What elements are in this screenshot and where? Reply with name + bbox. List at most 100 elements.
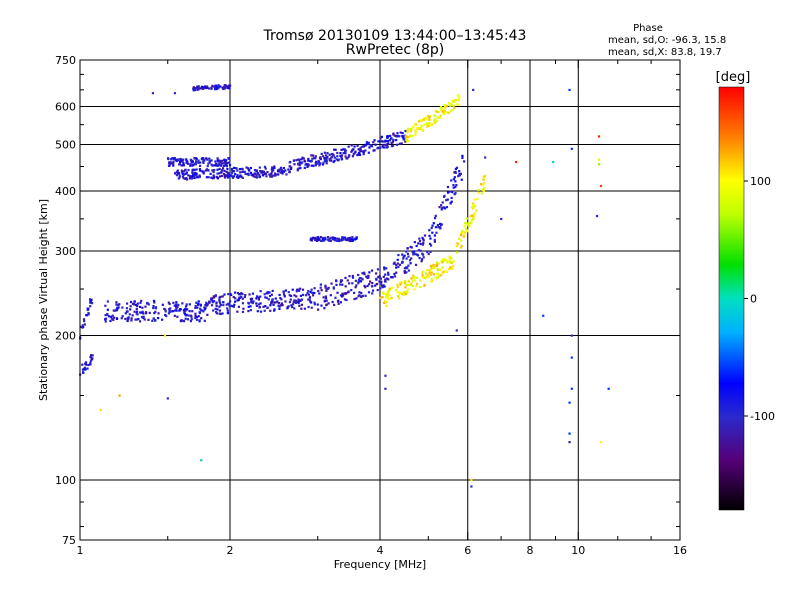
echo-point <box>363 271 366 274</box>
echo-point <box>226 161 229 165</box>
echo-point <box>339 294 343 297</box>
echo-point <box>323 307 326 310</box>
echo-point <box>398 135 401 138</box>
echo-point <box>484 156 487 159</box>
echo-point <box>204 303 207 307</box>
echo-point <box>199 309 202 312</box>
echo-point <box>429 244 433 247</box>
echo-point <box>245 166 248 169</box>
echo-point <box>109 319 112 323</box>
echo-point <box>325 303 328 306</box>
echo-point <box>294 301 297 304</box>
echo-point <box>241 176 244 180</box>
echo-point <box>351 276 355 279</box>
echo-point <box>115 301 118 304</box>
echo-point <box>410 257 413 260</box>
echo-point <box>384 143 387 146</box>
echo-point <box>332 237 335 241</box>
echo-point <box>227 302 230 305</box>
echo-point <box>385 144 389 147</box>
echo-point <box>271 166 274 169</box>
echo-point <box>210 176 213 179</box>
echo-point <box>249 305 252 308</box>
echo-point <box>362 144 366 148</box>
echo-point <box>135 307 138 311</box>
echo-point <box>205 157 208 160</box>
echo-point <box>340 279 344 282</box>
echo-point <box>256 295 259 298</box>
echo-point <box>332 287 335 290</box>
echo-point <box>226 167 229 171</box>
echo-point <box>218 172 221 175</box>
echo-point <box>460 244 463 248</box>
echo-point <box>432 265 435 268</box>
echo-point <box>407 255 410 258</box>
echo-point <box>351 238 354 241</box>
echo-point <box>410 282 413 286</box>
echo-point <box>104 304 107 307</box>
echo-point <box>385 139 388 143</box>
echo-point <box>106 300 109 303</box>
echo-point <box>219 161 222 164</box>
echo-point <box>204 169 208 172</box>
echo-point <box>395 271 398 274</box>
echo-point <box>435 231 438 234</box>
echo-point <box>427 124 430 127</box>
echo-point <box>384 278 387 281</box>
echo-point <box>351 149 354 152</box>
echo-point <box>458 170 461 173</box>
echo-point <box>173 92 177 95</box>
echo-point <box>110 317 113 320</box>
echo-point <box>268 291 271 294</box>
echo-point <box>433 240 437 243</box>
echo-point <box>470 219 473 222</box>
echo-point <box>597 158 601 161</box>
echo-point <box>431 279 434 282</box>
echo-point <box>380 135 383 138</box>
echo-point <box>312 154 315 157</box>
echo-point <box>361 278 364 281</box>
echo-point <box>247 168 251 172</box>
echo-point <box>131 314 134 317</box>
echo-point <box>185 158 188 161</box>
echo-point <box>230 293 233 296</box>
echo-point <box>307 157 310 161</box>
echo-point <box>327 302 330 305</box>
echo-point <box>184 317 187 320</box>
echo-point <box>409 130 413 133</box>
echo-point <box>210 304 214 307</box>
echo-point <box>200 317 203 320</box>
echo-point <box>228 161 231 164</box>
echo-point <box>430 265 433 268</box>
echo-point <box>289 298 292 301</box>
echo-point <box>419 126 423 130</box>
echo-point <box>282 293 286 296</box>
echo-point <box>154 310 157 313</box>
echo-point <box>450 257 453 260</box>
echo-point <box>456 242 459 245</box>
echo-point <box>320 239 323 242</box>
echo-point <box>141 310 144 313</box>
echo-point <box>226 312 230 315</box>
echo-point <box>228 87 231 90</box>
echo-point <box>186 162 190 165</box>
echo-point <box>351 239 354 243</box>
echo-point <box>433 234 436 237</box>
echo-point <box>355 284 358 287</box>
echo-point <box>403 282 407 285</box>
echo-point <box>413 276 417 279</box>
echo-point <box>384 292 387 296</box>
echo-point <box>325 162 328 165</box>
echo-point <box>259 310 263 313</box>
echo-point <box>359 146 362 149</box>
echo-point <box>181 160 184 163</box>
echo-point <box>278 302 281 305</box>
echo-point <box>222 303 225 307</box>
echo-point <box>291 305 294 309</box>
echo-point <box>218 300 221 303</box>
echo-point <box>406 135 409 139</box>
echo-point <box>221 295 224 298</box>
echo-point <box>259 289 262 293</box>
echo-point <box>449 201 452 205</box>
echo-point <box>455 184 458 187</box>
